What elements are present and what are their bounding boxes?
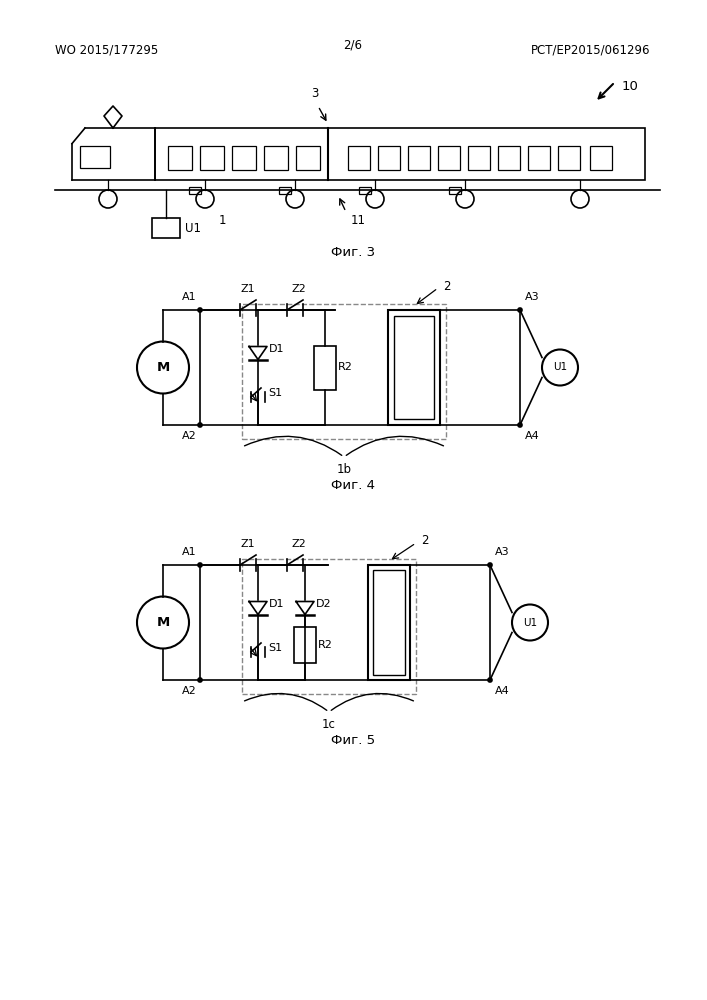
Text: 11: 11 <box>351 214 366 227</box>
Text: Z1: Z1 <box>240 539 255 549</box>
Circle shape <box>196 190 214 208</box>
Text: M: M <box>156 616 170 629</box>
Bar <box>242 559 416 694</box>
Bar <box>264 146 288 170</box>
Bar <box>359 187 371 194</box>
Polygon shape <box>249 347 267 360</box>
Circle shape <box>197 562 203 568</box>
Circle shape <box>518 307 522 313</box>
Text: 2: 2 <box>421 534 428 548</box>
Text: R2: R2 <box>338 362 353 372</box>
Text: 2/6: 2/6 <box>344 38 363 51</box>
Bar <box>279 187 291 194</box>
Circle shape <box>137 342 189 393</box>
Text: S1: S1 <box>268 388 282 398</box>
Text: 2: 2 <box>443 279 450 292</box>
Text: A4: A4 <box>495 686 510 696</box>
Bar <box>449 187 461 194</box>
Bar <box>348 146 370 170</box>
Text: M: M <box>156 361 170 374</box>
Text: 1c: 1c <box>322 718 336 731</box>
Text: WO 2015/177295: WO 2015/177295 <box>55 43 158 56</box>
Bar <box>373 570 405 675</box>
Bar <box>232 146 256 170</box>
Bar <box>294 626 316 662</box>
Bar <box>314 346 336 389</box>
Circle shape <box>518 422 522 428</box>
Bar <box>394 316 434 419</box>
Text: 1b: 1b <box>337 463 351 476</box>
Text: Фиг. 3: Фиг. 3 <box>331 245 375 258</box>
Text: A2: A2 <box>182 431 197 441</box>
Bar <box>80 146 110 168</box>
Text: D1: D1 <box>269 344 284 354</box>
Bar <box>155 128 645 180</box>
Text: A2: A2 <box>182 686 197 696</box>
Bar <box>368 565 410 680</box>
Bar <box>200 146 224 170</box>
Bar <box>528 146 550 170</box>
Polygon shape <box>296 601 314 614</box>
Text: Z2: Z2 <box>291 539 306 549</box>
Text: U1: U1 <box>553 362 567 372</box>
Circle shape <box>487 677 493 683</box>
Text: A1: A1 <box>182 547 197 557</box>
Text: A4: A4 <box>525 431 539 441</box>
Text: 10: 10 <box>622 80 639 93</box>
Text: A3: A3 <box>495 547 510 557</box>
Polygon shape <box>249 601 267 614</box>
Text: D1: D1 <box>269 599 284 609</box>
Circle shape <box>99 190 117 208</box>
Bar <box>468 146 490 170</box>
Circle shape <box>197 677 203 683</box>
Circle shape <box>542 350 578 385</box>
Circle shape <box>366 190 384 208</box>
Text: Z2: Z2 <box>291 284 306 294</box>
Circle shape <box>197 307 203 313</box>
Text: R2: R2 <box>318 640 333 650</box>
Bar <box>438 146 460 170</box>
Text: A3: A3 <box>525 292 539 302</box>
Bar <box>408 146 430 170</box>
Circle shape <box>137 596 189 648</box>
Text: U1: U1 <box>523 617 537 628</box>
Text: 3: 3 <box>311 87 319 100</box>
Text: U1: U1 <box>185 222 201 234</box>
Bar <box>242 304 446 439</box>
Circle shape <box>512 604 548 641</box>
Bar <box>296 146 320 170</box>
Bar <box>590 146 612 170</box>
Text: D2: D2 <box>316 599 332 609</box>
Text: Фиг. 4: Фиг. 4 <box>331 479 375 492</box>
Circle shape <box>286 190 304 208</box>
Bar <box>189 187 201 194</box>
Bar <box>388 310 440 425</box>
Circle shape <box>487 562 493 568</box>
Text: S1: S1 <box>268 643 282 653</box>
Text: A1: A1 <box>182 292 197 302</box>
Text: Фиг. 5: Фиг. 5 <box>331 734 375 747</box>
Circle shape <box>197 422 203 428</box>
Bar <box>498 146 520 170</box>
Bar <box>152 218 180 238</box>
Text: 1: 1 <box>218 214 226 227</box>
Text: PCT/EP2015/061296: PCT/EP2015/061296 <box>530 43 650 56</box>
Text: Z1: Z1 <box>240 284 255 294</box>
Bar <box>558 146 580 170</box>
Bar <box>168 146 192 170</box>
Circle shape <box>571 190 589 208</box>
Circle shape <box>456 190 474 208</box>
Bar <box>378 146 400 170</box>
